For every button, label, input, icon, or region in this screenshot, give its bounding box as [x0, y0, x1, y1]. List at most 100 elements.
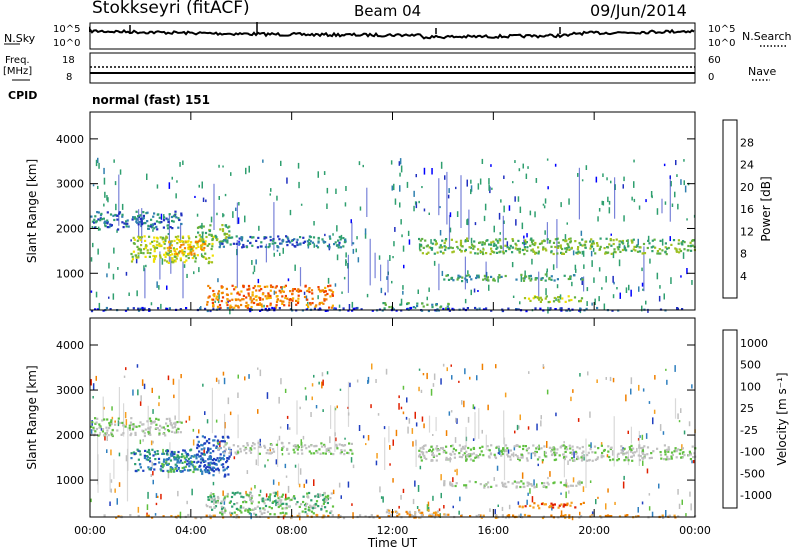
echo-cell [477, 456, 480, 459]
colorbar-tick-label: 8 [740, 248, 747, 261]
echo-cell [579, 307, 582, 310]
speckle [519, 206, 522, 213]
echo-cell [301, 510, 304, 513]
speckle [547, 476, 549, 480]
echo-cell [121, 215, 124, 218]
echo-cell [90, 215, 93, 218]
speckle [541, 459, 544, 464]
echo-cell [290, 516, 293, 519]
echo-cell [520, 273, 523, 276]
echo-cell [306, 289, 309, 293]
speckle [280, 160, 282, 166]
echo-cell [149, 426, 152, 429]
echo-cell [219, 511, 222, 514]
speckle [218, 379, 220, 385]
echo-cell [444, 246, 447, 249]
echo-cell [250, 499, 253, 502]
echo-cell [551, 447, 554, 450]
echo-cell [307, 288, 310, 291]
echo-cell [534, 450, 537, 453]
echo-cell [616, 459, 619, 462]
echo-cell [219, 243, 222, 246]
echo-cell [236, 514, 239, 517]
echo-cell [221, 229, 225, 233]
speckle [321, 372, 324, 377]
echo-cell [242, 506, 245, 509]
echo-cell [187, 247, 190, 251]
echo-cell [530, 249, 533, 252]
echo-cell [249, 447, 252, 450]
speckle [677, 489, 679, 495]
echo-cell [550, 245, 553, 248]
echo-cell [525, 241, 528, 244]
echo-cell [158, 432, 161, 435]
speckle [124, 412, 127, 419]
echo-cell [108, 226, 111, 229]
echo-cell [188, 245, 191, 248]
echo-cell [202, 249, 205, 252]
echo-cell [436, 513, 439, 517]
echo-cell [438, 448, 441, 452]
speckle [104, 191, 106, 198]
echo-cell [222, 469, 225, 472]
echo-cell [209, 494, 212, 497]
echo-cell [481, 241, 484, 244]
speckle [269, 448, 271, 452]
echo-cell [646, 446, 650, 449]
speckle [125, 271, 128, 276]
echo-cell [134, 431, 137, 434]
speckle [136, 290, 138, 297]
echo-cell [575, 452, 578, 455]
echo-cell [161, 462, 164, 466]
speckle [645, 300, 647, 305]
speckle [614, 501, 616, 505]
echo-cell [285, 235, 288, 238]
colorbar-tick-label: 100 [740, 380, 761, 393]
echo-cell [228, 299, 231, 302]
speckle [123, 375, 126, 378]
echo-cell [671, 453, 674, 457]
speckle [533, 479, 535, 486]
speckle [455, 186, 457, 190]
speckle [273, 290, 276, 295]
echo-cell [253, 512, 256, 515]
echo-cell [218, 246, 221, 249]
echo-cell [335, 443, 338, 446]
echo-cell [171, 426, 174, 429]
echo-cell [443, 484, 446, 487]
echo-cell [689, 241, 692, 244]
echo-cell [422, 246, 425, 249]
echo-cell [221, 435, 224, 438]
echo-cell [472, 459, 475, 462]
echo-cell [450, 445, 453, 448]
speckle [488, 184, 490, 191]
echo-cell [469, 458, 472, 461]
speckle [514, 430, 516, 434]
echo-cell [524, 505, 527, 508]
echo-cell [208, 229, 211, 233]
echo-cell [206, 244, 209, 247]
echo-cell [130, 457, 133, 460]
speckle [389, 255, 391, 261]
echo-cell [569, 484, 572, 487]
echo-cell [222, 506, 225, 509]
speckle [591, 511, 594, 515]
streak [578, 167, 580, 220]
echo-cell [289, 290, 292, 293]
echo-cell [487, 455, 491, 458]
echo-cell [203, 442, 206, 445]
echo-cell [651, 250, 654, 253]
echo-cell [224, 509, 227, 512]
echo-cell [490, 444, 493, 447]
echo-cell [577, 246, 580, 249]
speckle [350, 219, 352, 224]
echo-cell [568, 514, 571, 517]
echo-cell [246, 304, 249, 307]
echo-cell [182, 449, 185, 452]
speckle [349, 382, 351, 388]
echo-cell [144, 255, 147, 258]
echo-cell [187, 513, 190, 517]
echo-cell [223, 450, 226, 453]
echo-cell [433, 252, 436, 255]
echo-cell [501, 309, 505, 312]
